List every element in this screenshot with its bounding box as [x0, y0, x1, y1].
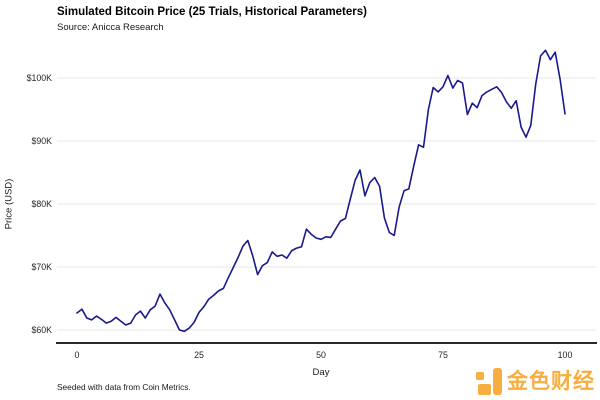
y-tick-label: $70K: [31, 262, 52, 272]
price-series-line: [76, 49, 566, 333]
jinse-finance-logo-icon: [476, 368, 502, 395]
x-tick-label: 100: [557, 350, 573, 360]
x-tick-label: 50: [316, 350, 326, 360]
jinse-finance-logo-text: 金色财经: [507, 370, 595, 393]
chart-source: Source: Anicca Research: [57, 22, 164, 33]
jinse-finance-watermark: 金色财经: [476, 368, 595, 395]
x-tick-label: 25: [194, 350, 204, 360]
x-tick-label: 0: [74, 350, 80, 360]
chart-title: Simulated Bitcoin Price (25 Trials, Hist…: [57, 6, 367, 18]
data-attribution-note: Seeded with data from Coin Metrics.: [57, 382, 191, 392]
y-tick-label: $60K: [31, 325, 52, 335]
y-tick-label: $80K: [31, 199, 52, 209]
x-axis-label: Day: [312, 367, 330, 378]
y-tick-label: $100K: [26, 73, 52, 83]
x-tick-label: 75: [438, 350, 448, 360]
y-tick-label: $90K: [31, 136, 52, 146]
